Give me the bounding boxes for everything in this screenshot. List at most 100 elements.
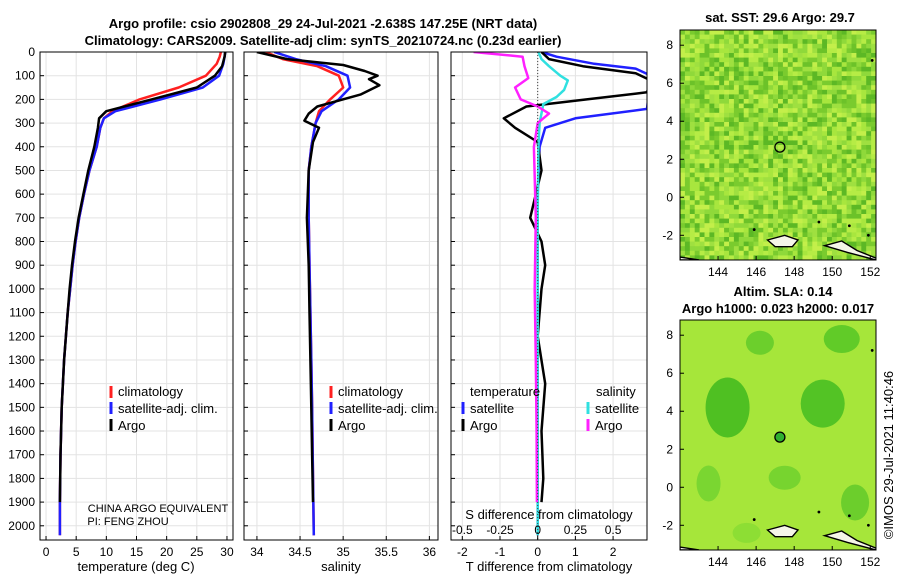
heatmap-cell [876,255,881,260]
heatmap-cell [846,76,852,81]
heatmap-cell [827,103,833,109]
heatmap-cell [694,209,700,215]
heatmap-cell [729,227,735,233]
heatmap-cell [738,80,744,86]
heatmap-cell [831,62,838,68]
heatmap-cell [699,186,705,192]
heatmap-cell [724,103,730,109]
heatmap-cell [748,223,754,229]
heatmap-cell [743,43,749,49]
heatmap-cell [841,57,847,63]
heatmap-cell [763,48,769,54]
heatmap-cell [694,223,700,229]
heatmap-cell [729,140,735,146]
heatmap-cell [861,34,867,40]
heatmap-cell [866,140,872,146]
heatmap-cell [768,246,774,252]
y-tick-label: 8 [666,38,673,52]
heatmap-cell [827,246,833,252]
heatmap-cell [846,237,852,242]
heatmap-cell [866,66,872,72]
heatmap-cell [836,39,842,45]
axes-frame [243,51,439,541]
heatmap-cell [714,53,720,58]
heatmap-cell [827,126,833,132]
heatmap-cell [743,71,749,77]
heatmap-cell [836,80,842,86]
heatmap-cell [866,117,872,123]
heatmap-cell [719,39,725,45]
heatmap-cell [851,186,857,192]
heatmap-cell [836,34,842,40]
heatmap-cell [782,191,789,196]
heatmap-cell [787,168,793,173]
heatmap-cell [709,223,715,229]
heatmap-cell [753,241,759,247]
heatmap-cell [846,214,852,219]
heatmap-cell [812,53,818,58]
heatmap-cell [694,149,700,155]
heatmap-cell [714,80,720,86]
heatmap-cell [782,122,789,127]
heatmap-cell [871,241,876,247]
heatmap-cell [699,117,705,123]
heatmap-cell [812,62,818,68]
heatmap-cell [778,223,784,229]
heatmap-cell [846,80,852,86]
heatmap-cell [763,80,769,86]
heatmap-cell [871,163,876,169]
heatmap-cell [684,218,691,224]
heatmap-cell [714,191,720,196]
heatmap-cell [743,108,749,114]
heatmap-cell [758,126,764,132]
heatmap-cell [719,117,725,123]
y-tick-label: 800 [15,235,35,249]
heatmap-cell [827,135,833,141]
heatmap-cell [724,71,730,77]
heatmap-cell [836,168,842,173]
heatmap-cell [822,227,828,233]
heatmap-cell [861,66,867,72]
heatmap-cell [836,131,842,137]
heatmap-cell [778,48,784,54]
heatmap-cell [812,57,818,63]
heatmap-cell [807,135,813,141]
heatmap-cell [851,218,857,224]
heatmap-cell [704,66,710,72]
heatmap-cell [680,30,686,35]
heatmap-cell [684,241,691,247]
heatmap-cell [787,80,793,86]
heatmap-cell [841,145,847,150]
heatmap-cell [704,149,710,155]
sla-blob [705,377,750,438]
heatmap-cell [773,85,779,91]
heatmap-cell [871,227,876,233]
heatmap-cell [782,39,789,45]
heatmap-cell [758,200,764,206]
heatmap-cell [699,122,705,127]
heatmap-cell [699,158,705,164]
heatmap-cell [861,227,867,233]
heatmap-cell [792,126,798,132]
heatmap-cell [724,94,730,100]
heatmap-cell [836,30,842,35]
heatmap-cell [812,94,818,100]
heatmap-cell [729,57,735,63]
heatmap-cell [871,195,876,201]
heatmap-cell [758,34,764,40]
heatmap-cell [817,34,823,40]
heatmap-cell [773,34,779,40]
heatmap-cell [758,232,764,238]
heatmap-cell [827,204,833,210]
heatmap-cell [768,195,774,201]
x-tick-label: 148 [784,555,804,569]
heatmap-cell [861,163,867,169]
heatmap-cell [856,89,862,95]
heatmap-cell [738,209,744,215]
heatmap-cell [861,200,867,206]
heatmap-cell [856,99,862,104]
heatmap-cell [876,219,881,224]
heatmap-cell [802,62,808,68]
heatmap-cell [733,232,740,238]
heatmap-cell [822,140,828,146]
